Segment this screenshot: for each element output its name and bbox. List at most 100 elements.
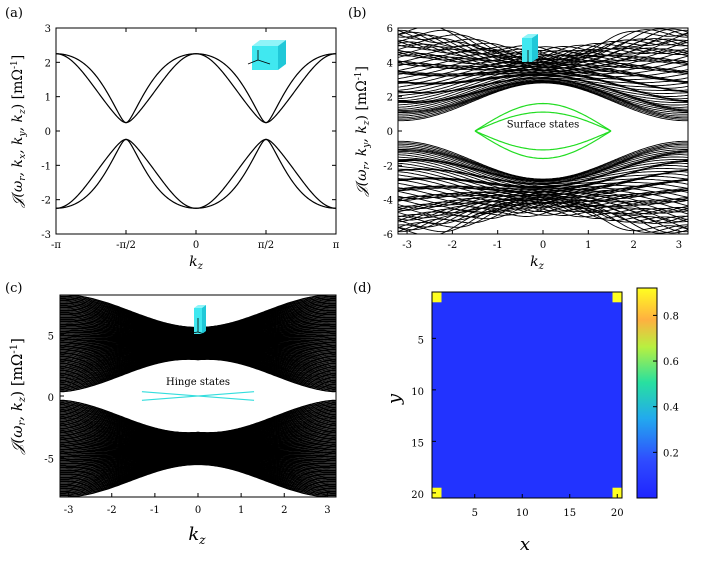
y-tick-label: 3 [45, 24, 51, 35]
x-tick-label: 0 [195, 505, 201, 516]
colorbar [636, 287, 658, 499]
panel-d-xlabel: x [520, 534, 530, 555]
x-tick-label: 1 [238, 505, 244, 516]
slab-icon [517, 34, 543, 67]
x-tick-label: 20 [611, 508, 624, 519]
colorbar-tick-label: 0.2 [663, 448, 679, 459]
bulk-band [398, 59, 688, 68]
bulk-band [398, 82, 688, 122]
bulk-band [398, 28, 688, 58]
bulk-band [398, 31, 688, 61]
bulk-band [398, 69, 688, 85]
x-tick-label: 0 [540, 240, 546, 251]
x-tick-label: -π/2 [116, 240, 136, 251]
x-tick-label: π [333, 240, 340, 251]
bulk-band [60, 463, 336, 497]
heatmap-background [432, 292, 622, 498]
bulk-band [398, 28, 688, 57]
x-tick-label: 3 [324, 505, 330, 516]
bulk-band [398, 60, 688, 70]
x-tick-label: 15 [563, 508, 576, 519]
panel-a-plot-area [56, 53, 336, 209]
y-tick-label: 2 [387, 93, 393, 104]
panel-b-plot-area [398, 28, 688, 234]
panel-c-chart: Hinge states -3 -2 -1 0 1 2 3 -5 0 5 [44, 295, 336, 516]
y-tick-label: -5 [44, 455, 54, 466]
bulk-band [398, 196, 688, 211]
axis-y [247, 59, 259, 65]
band-curve-1 [56, 53, 336, 124]
bulk-band [398, 177, 688, 193]
surface-state-curve-1 [474, 102, 612, 132]
bulk-band [398, 199, 688, 223]
slab-top [522, 34, 538, 38]
x-tick-label: -3 [402, 240, 412, 251]
bulk-band [398, 192, 688, 202]
x-tick-label: -1 [493, 240, 503, 251]
bulk-band [398, 142, 688, 181]
y-tick-label: 2 [45, 58, 51, 69]
panel-a-xlabel: kz [189, 254, 203, 272]
y-tick-label: 4 [387, 58, 393, 69]
bulk-band [398, 49, 688, 66]
bulk-band [398, 202, 688, 234]
x-tick-label: 3 [676, 240, 682, 251]
bulk-band [398, 140, 688, 180]
bulk-band [398, 151, 688, 184]
y-tick-label: 0 [48, 393, 54, 404]
panel-d-ylabel: y [384, 393, 405, 405]
colorbar-tick-label: 0.4 [663, 403, 679, 414]
panel-b-xlabel: kz [530, 254, 544, 272]
hinge-states-label: Hinge states [166, 377, 230, 388]
panel-a-chart: -π -π/2 0 π/2 π -3 -2 -1 0 1 2 3 [41, 24, 339, 251]
surface-state-curve-2 [474, 111, 612, 132]
y-tick-label: -2 [383, 161, 393, 172]
panel-c-ylabel: 𝒥(ωr, kz) [mΩ-1] [8, 338, 28, 455]
y-tick-label: 5 [418, 335, 424, 346]
heatmap-corner-cell-2 [612, 292, 622, 303]
bulk-band [398, 39, 688, 63]
panel-b-chart: Surface states -3 -2 -1 0 1 2 3 -6 -4 -2 0 2 4 6 [383, 24, 688, 251]
bulk-band [398, 159, 688, 186]
axis-x [257, 59, 271, 65]
cube-side [278, 40, 286, 70]
bulk-band [398, 199, 688, 216]
y-tick-label: -6 [383, 230, 393, 241]
colorbar-tick-label: 0.8 [663, 311, 679, 322]
axis-y [517, 61, 529, 65]
bulk-band [398, 196, 688, 213]
y-tick-label: 0 [387, 127, 393, 138]
panel-d-frame [431, 291, 623, 499]
bulk-band [398, 204, 688, 234]
bulk-band [398, 77, 688, 104]
y-tick-label: 15 [411, 438, 424, 449]
rod-icon [183, 305, 211, 337]
bulk-band [398, 46, 688, 63]
axis-x [197, 331, 211, 337]
y-tick-label: 1 [45, 93, 51, 104]
bulk-band [398, 28, 688, 60]
bulk-band [398, 194, 688, 203]
y-tick-label: 5 [48, 331, 54, 342]
x-tick-label: 1 [585, 240, 591, 251]
cube-front [252, 46, 278, 70]
cube-top [252, 40, 286, 46]
slab-front [522, 38, 532, 62]
panel-d-label: (d) [353, 281, 371, 296]
x-tick-label: -π [51, 240, 61, 251]
y-tick-label: 6 [387, 24, 393, 35]
bulk-band [398, 158, 688, 185]
bulk-band [398, 65, 688, 77]
surface-states-label: Surface states [507, 120, 580, 131]
panel-a-label: (a) [5, 6, 23, 21]
panel-b-ylabel: 𝒥(ωr, ky, kz) [mΩ-1] [354, 66, 372, 197]
bulk-band [398, 80, 688, 113]
bulk-band [398, 185, 688, 197]
panel-a-frame [55, 27, 337, 235]
x-tick-label: 10 [516, 508, 529, 519]
bulk-band [398, 76, 688, 103]
x-tick-label: 2 [630, 240, 636, 251]
band-curve-2 [56, 53, 336, 124]
bulk-band [398, 51, 688, 66]
